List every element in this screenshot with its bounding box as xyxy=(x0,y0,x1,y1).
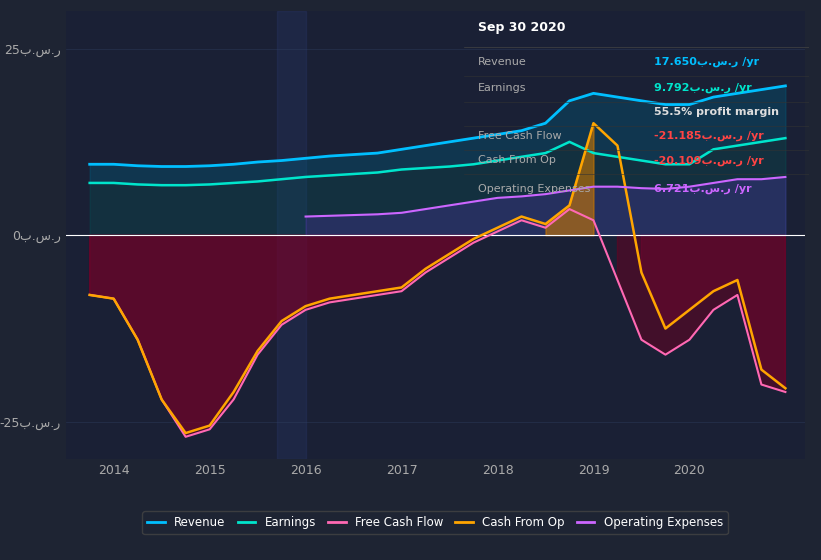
Text: 9.792ب.س.ر /yr: 9.792ب.س.ر /yr xyxy=(654,83,751,93)
Text: Free Cash Flow: Free Cash Flow xyxy=(478,131,562,141)
Text: Cash From Op: Cash From Op xyxy=(478,155,556,165)
Text: -20.109ب.س.ر /yr: -20.109ب.س.ر /yr xyxy=(654,155,764,166)
Text: 17.650ب.س.ر /yr: 17.650ب.س.ر /yr xyxy=(654,57,759,67)
Text: -21.185ب.س.ر /yr: -21.185ب.س.ر /yr xyxy=(654,131,764,141)
Bar xyxy=(277,11,305,459)
Text: 55.5% profit margin: 55.5% profit margin xyxy=(654,107,778,117)
Text: Sep 30 2020: Sep 30 2020 xyxy=(478,21,565,34)
Text: Earnings: Earnings xyxy=(478,83,526,93)
Legend: Revenue, Earnings, Free Cash Flow, Cash From Op, Operating Expenses: Revenue, Earnings, Free Cash Flow, Cash … xyxy=(143,511,727,534)
Text: Revenue: Revenue xyxy=(478,57,526,67)
Text: Operating Expenses: Operating Expenses xyxy=(478,184,590,194)
Text: 6.721ب.س.ر /yr: 6.721ب.س.ر /yr xyxy=(654,184,751,194)
